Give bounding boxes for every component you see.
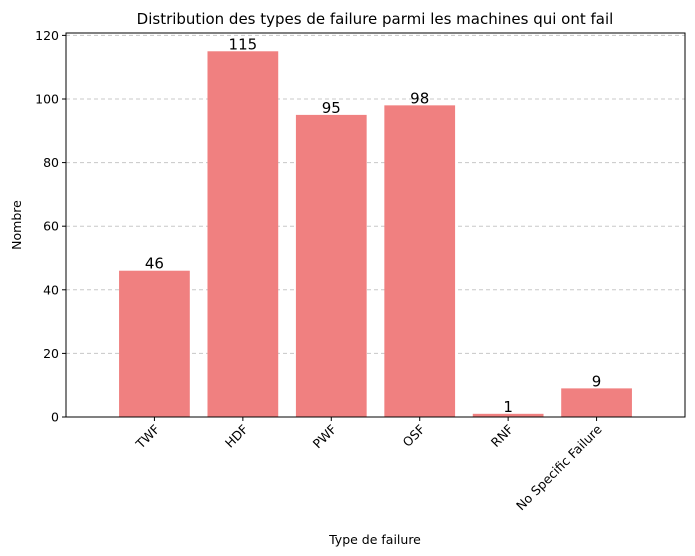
x-tick-label: OSF [400,422,428,450]
data-label: 115 [229,35,258,53]
gridlines [66,34,685,354]
x-tick-label: PWF [310,422,340,452]
bar-no-specific-failure [561,388,632,417]
y-tick-label: 60 [43,219,59,234]
data-label: 98 [410,89,429,107]
x-tick-label: HDF [222,422,251,451]
data-labels: 46 115 95 98 1 9 [145,35,601,416]
y-tick-label: 100 [35,91,59,106]
data-label: 46 [145,255,164,273]
data-label: 1 [503,398,513,416]
bar-pwf [295,114,367,418]
data-label: 95 [322,99,341,117]
y-tick-label: 40 [43,282,59,297]
bar-twf [119,270,190,417]
x-axis-title: Type de failure [328,532,421,547]
x-tick-label: TWF [132,422,163,453]
bars [119,51,632,418]
y-tick-label: 120 [35,28,59,43]
y-tick-label: 0 [51,410,59,425]
bar-rnf [472,413,544,417]
y-axis-ticks: 0 20 40 60 80 100 120 [35,28,66,425]
chart-title: Distribution des types de failure parmi … [137,10,614,28]
y-tick-label: 20 [43,346,59,361]
y-tick-label: 80 [43,155,59,170]
bar-hdf [207,51,279,418]
plot-frame [65,32,686,418]
x-tick-label: No Specific Failure [513,421,605,513]
y-axis-title: Nombre [9,200,24,250]
bar-osf [384,105,456,417]
data-label: 9 [592,372,602,390]
x-tick-label: RNF [488,422,516,450]
